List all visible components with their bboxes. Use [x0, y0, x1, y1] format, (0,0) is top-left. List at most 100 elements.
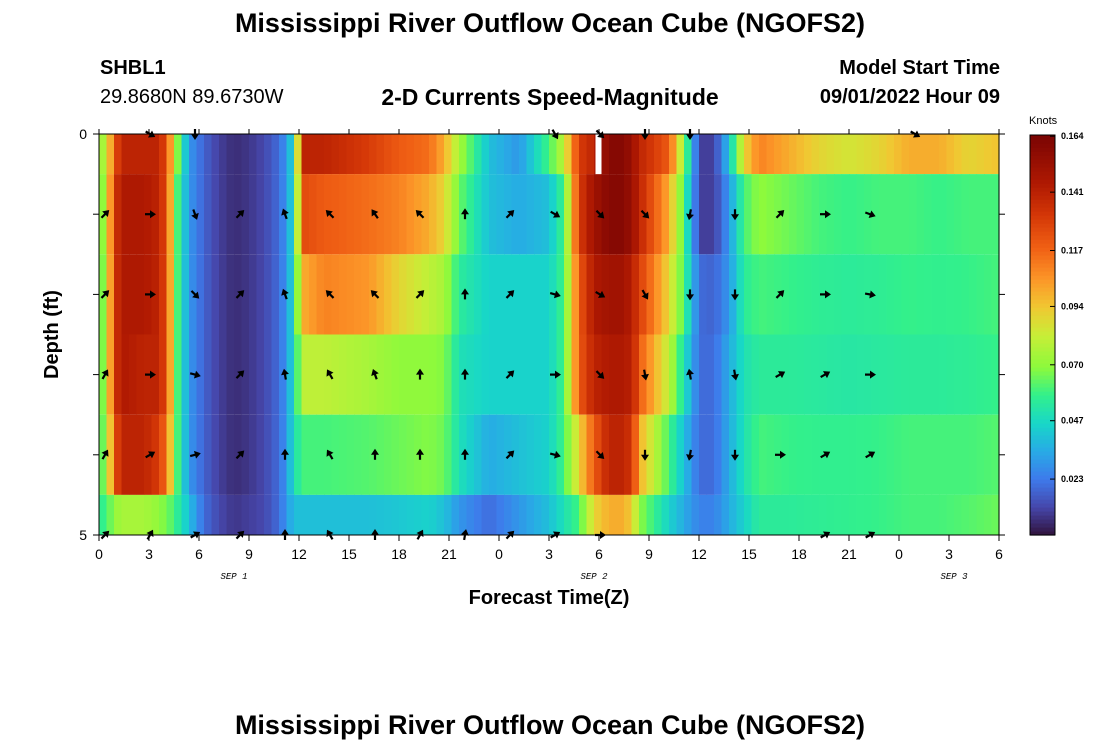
heatmap-cell — [256, 414, 265, 495]
heatmap-cell — [744, 134, 753, 175]
heatmap-cell — [444, 134, 453, 175]
heatmap-cell — [654, 494, 663, 535]
heatmap-cell — [804, 134, 813, 175]
heatmap-cell — [286, 134, 295, 175]
x-tick-label: 15 — [741, 546, 757, 562]
heatmap-cell — [901, 254, 910, 335]
current-vector-arrow — [865, 370, 876, 379]
heatmap-cell — [676, 254, 685, 335]
missing-data-cell — [595, 134, 602, 175]
heatmap-cell — [924, 334, 933, 415]
heatmap-cell — [226, 134, 235, 175]
heatmap-cell — [781, 494, 790, 535]
heatmap-cell — [714, 174, 723, 255]
heatmap-cell — [916, 254, 925, 335]
colorbar-segment — [1030, 203, 1055, 208]
heatmap-cell — [774, 134, 783, 175]
heatmap-cell — [931, 174, 940, 255]
colorbar-tick-label: 0.094 — [1061, 301, 1084, 311]
heatmap-cell — [984, 254, 993, 335]
heatmap-cell — [114, 134, 123, 175]
heatmap-cell — [969, 494, 978, 535]
colorbar-segment — [1030, 363, 1055, 368]
heatmap-cell — [924, 174, 933, 255]
heatmap-cell — [204, 174, 213, 255]
heatmap-cell — [586, 134, 595, 175]
heatmap-cell — [624, 134, 633, 175]
heatmap-cell — [121, 414, 130, 495]
colorbar-segment — [1030, 371, 1055, 376]
heatmap-cell — [519, 494, 528, 535]
heatmap-cell — [706, 254, 715, 335]
colorbar-segment — [1030, 323, 1055, 328]
heatmap-cell — [414, 134, 423, 175]
heatmap-cell — [429, 334, 438, 415]
heatmap-cell — [759, 134, 768, 175]
heatmap-cell — [226, 414, 235, 495]
heatmap-cell — [774, 254, 783, 335]
heatmap-cell — [421, 134, 430, 175]
heatmap-cell — [489, 174, 498, 255]
heatmap-cell — [841, 174, 850, 255]
heatmap-cell — [924, 134, 933, 175]
heatmap-cell — [796, 134, 805, 175]
heatmap-cell — [519, 414, 528, 495]
heatmap-cell — [871, 134, 880, 175]
heatmap-cell — [316, 414, 325, 495]
heatmap-cell — [609, 414, 618, 495]
heatmap-cell — [556, 174, 565, 255]
heatmap-cell — [196, 414, 205, 495]
heatmap-cell — [361, 334, 370, 415]
heatmap-cell — [736, 134, 745, 175]
heatmap-cell — [541, 174, 550, 255]
heatmap-cell — [984, 174, 993, 255]
heatmap-cell — [789, 254, 798, 335]
heatmap-cell — [654, 254, 663, 335]
heatmap-cell — [946, 134, 955, 175]
heatmap-cell — [466, 334, 475, 415]
heatmap-cell — [376, 254, 385, 335]
heatmap-cell — [549, 134, 558, 175]
heatmap-cell — [196, 174, 205, 255]
colorbar-tick-label: 0.141 — [1061, 187, 1084, 197]
heatmap-cell — [564, 494, 573, 535]
colorbar-segment — [1030, 391, 1055, 396]
colorbar-segment — [1030, 279, 1055, 284]
colorbar-segment — [1030, 267, 1055, 272]
heatmap-cell — [511, 494, 520, 535]
heatmap-cell — [211, 414, 220, 495]
heatmap-cell — [766, 414, 775, 495]
heatmap-cell — [976, 494, 985, 535]
heatmap-cell — [511, 174, 520, 255]
heatmap-cell — [586, 334, 595, 415]
heatmap-cell — [226, 254, 235, 335]
colorbar-segment — [1030, 531, 1055, 536]
heatmap-cell — [294, 174, 303, 255]
heatmap-cell — [429, 254, 438, 335]
heatmap-cell — [594, 414, 603, 495]
heatmap-cell — [984, 494, 993, 535]
heatmap-cell — [481, 254, 490, 335]
heatmap-cell — [571, 174, 580, 255]
heatmap-cell — [706, 494, 715, 535]
heatmap-cell — [564, 414, 573, 495]
heatmap-cell — [796, 254, 805, 335]
heatmap-cell — [436, 254, 445, 335]
heatmap-cell — [901, 494, 910, 535]
heatmap-cell — [489, 494, 498, 535]
heatmap-cell — [616, 174, 625, 255]
current-vector-arrow — [731, 449, 739, 461]
heatmap-cell — [256, 494, 265, 535]
heatmap-cell — [474, 134, 483, 175]
heatmap-cell — [729, 494, 738, 535]
heatmap-cell — [706, 414, 715, 495]
heatmap-cell — [121, 254, 130, 335]
heatmap-cell — [181, 414, 190, 495]
current-vector-arrow — [595, 290, 606, 298]
heatmap-cell — [99, 134, 108, 175]
current-vector-arrow — [865, 451, 876, 459]
heatmap-cell — [924, 254, 933, 335]
heatmap-cell — [219, 334, 228, 415]
heatmap-cell — [774, 494, 783, 535]
colorbar-segment — [1030, 519, 1055, 524]
